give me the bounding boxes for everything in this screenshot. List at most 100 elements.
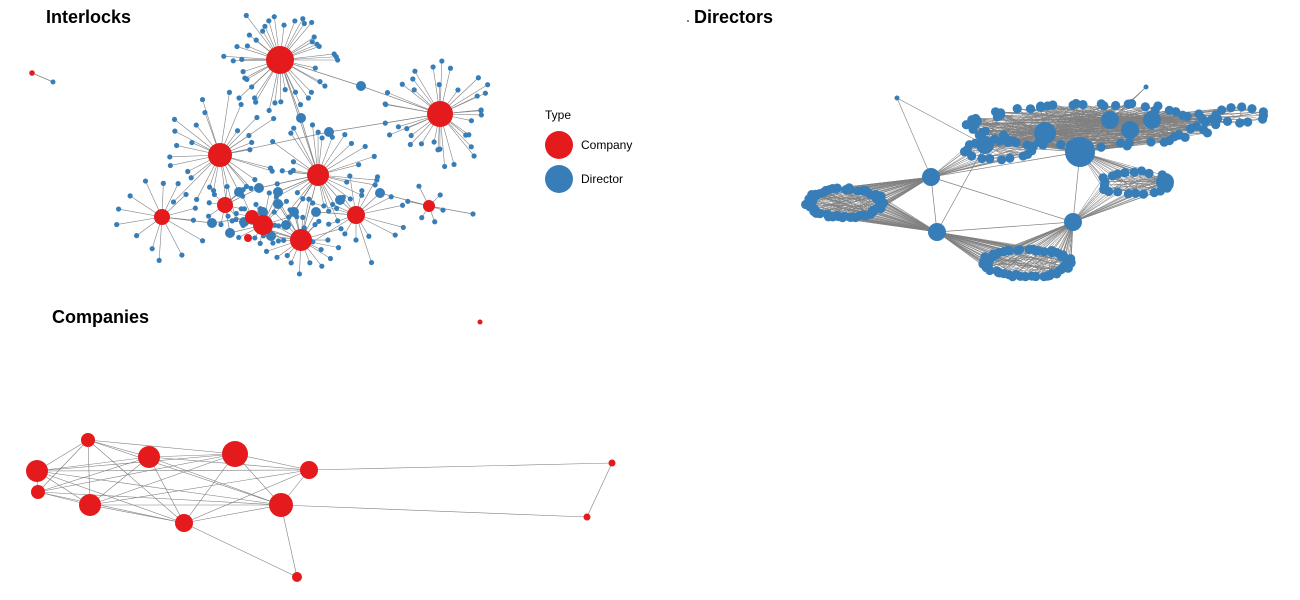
director-node bbox=[478, 112, 484, 118]
director-node bbox=[167, 162, 173, 169]
director-node bbox=[383, 101, 389, 108]
network-edge bbox=[1072, 171, 1135, 223]
director-node bbox=[331, 51, 337, 57]
director-node bbox=[275, 223, 282, 229]
network-edge bbox=[864, 176, 932, 191]
director-node bbox=[1144, 168, 1154, 179]
director-node bbox=[928, 223, 946, 241]
director-node bbox=[292, 18, 298, 24]
company-node bbox=[26, 460, 48, 482]
network-edge bbox=[930, 158, 983, 178]
director-node bbox=[193, 122, 199, 128]
director-node bbox=[1034, 122, 1056, 144]
director-node bbox=[244, 76, 250, 83]
network-edge bbox=[1111, 174, 1163, 189]
director-node bbox=[238, 101, 244, 108]
director-node bbox=[307, 260, 313, 266]
director-node bbox=[247, 147, 253, 153]
director-node bbox=[284, 252, 290, 259]
director-node bbox=[353, 237, 359, 243]
director-node bbox=[325, 237, 331, 243]
director-node bbox=[315, 129, 321, 135]
director-node bbox=[1123, 189, 1133, 199]
network-edge bbox=[1072, 170, 1142, 223]
director-node bbox=[485, 82, 491, 88]
director-node bbox=[405, 198, 411, 204]
director-node bbox=[160, 180, 166, 186]
director-node bbox=[878, 198, 889, 208]
network-edge bbox=[308, 462, 613, 471]
director-node bbox=[275, 238, 282, 244]
legend-label-company: Company bbox=[581, 138, 633, 152]
director-node bbox=[411, 87, 417, 93]
director-node bbox=[335, 218, 341, 224]
director-node bbox=[347, 173, 353, 179]
director-node bbox=[306, 196, 312, 202]
director-node bbox=[240, 69, 246, 75]
director-node bbox=[266, 107, 272, 114]
director-node bbox=[309, 122, 316, 128]
network-edge bbox=[936, 231, 985, 262]
director-node bbox=[286, 214, 292, 220]
director-node bbox=[233, 210, 239, 217]
director-node bbox=[995, 136, 1005, 146]
network-edge bbox=[936, 144, 986, 233]
director-node bbox=[300, 214, 306, 220]
director-node bbox=[1258, 107, 1268, 117]
director-node bbox=[1180, 132, 1190, 142]
director-node bbox=[281, 22, 287, 28]
director-node bbox=[395, 124, 402, 130]
director-node bbox=[1222, 116, 1233, 126]
director-node bbox=[311, 207, 321, 217]
director-node bbox=[134, 233, 140, 239]
network-edge bbox=[936, 231, 984, 265]
director-node bbox=[238, 206, 244, 212]
director-node bbox=[334, 205, 340, 212]
network-edge bbox=[930, 151, 1081, 178]
director-node bbox=[356, 81, 366, 91]
director-node bbox=[266, 190, 272, 196]
director-node bbox=[437, 192, 443, 198]
director-node bbox=[319, 135, 325, 141]
director-node bbox=[327, 255, 334, 262]
network-edge bbox=[37, 491, 282, 506]
director-node bbox=[1113, 169, 1123, 179]
director-node bbox=[239, 56, 245, 62]
network-edge bbox=[1217, 113, 1250, 119]
network-edge bbox=[1008, 250, 1043, 269]
director-node bbox=[270, 139, 276, 145]
companies-title: Companies bbox=[52, 307, 150, 327]
company-node bbox=[31, 485, 45, 499]
director-node bbox=[1039, 247, 1050, 257]
network-edge bbox=[845, 189, 938, 233]
network-edge bbox=[1109, 110, 1170, 121]
director-node bbox=[400, 224, 406, 231]
network-edge bbox=[36, 456, 150, 472]
director-node bbox=[330, 201, 336, 208]
director-node bbox=[1015, 245, 1025, 255]
director-node bbox=[432, 219, 438, 225]
director-node bbox=[271, 115, 277, 122]
network-edge bbox=[219, 131, 330, 156]
network-edge bbox=[876, 176, 932, 200]
director-node bbox=[249, 139, 255, 146]
network-edge bbox=[89, 504, 185, 524]
director-node bbox=[412, 68, 418, 74]
director-node bbox=[976, 136, 994, 154]
company-node bbox=[300, 461, 318, 479]
company-node bbox=[245, 210, 259, 224]
director-node bbox=[1182, 111, 1192, 121]
network-edge bbox=[379, 192, 430, 207]
director-node bbox=[1191, 121, 1202, 131]
director-node bbox=[207, 218, 217, 228]
network-edge bbox=[1112, 178, 1162, 183]
company-node bbox=[217, 197, 233, 213]
network-edge bbox=[896, 97, 932, 178]
director-node bbox=[319, 263, 325, 269]
director-node bbox=[185, 168, 191, 175]
network-edge bbox=[936, 231, 997, 255]
director-node bbox=[1096, 142, 1106, 152]
network-edge bbox=[1060, 119, 1111, 145]
director-node bbox=[266, 18, 272, 24]
